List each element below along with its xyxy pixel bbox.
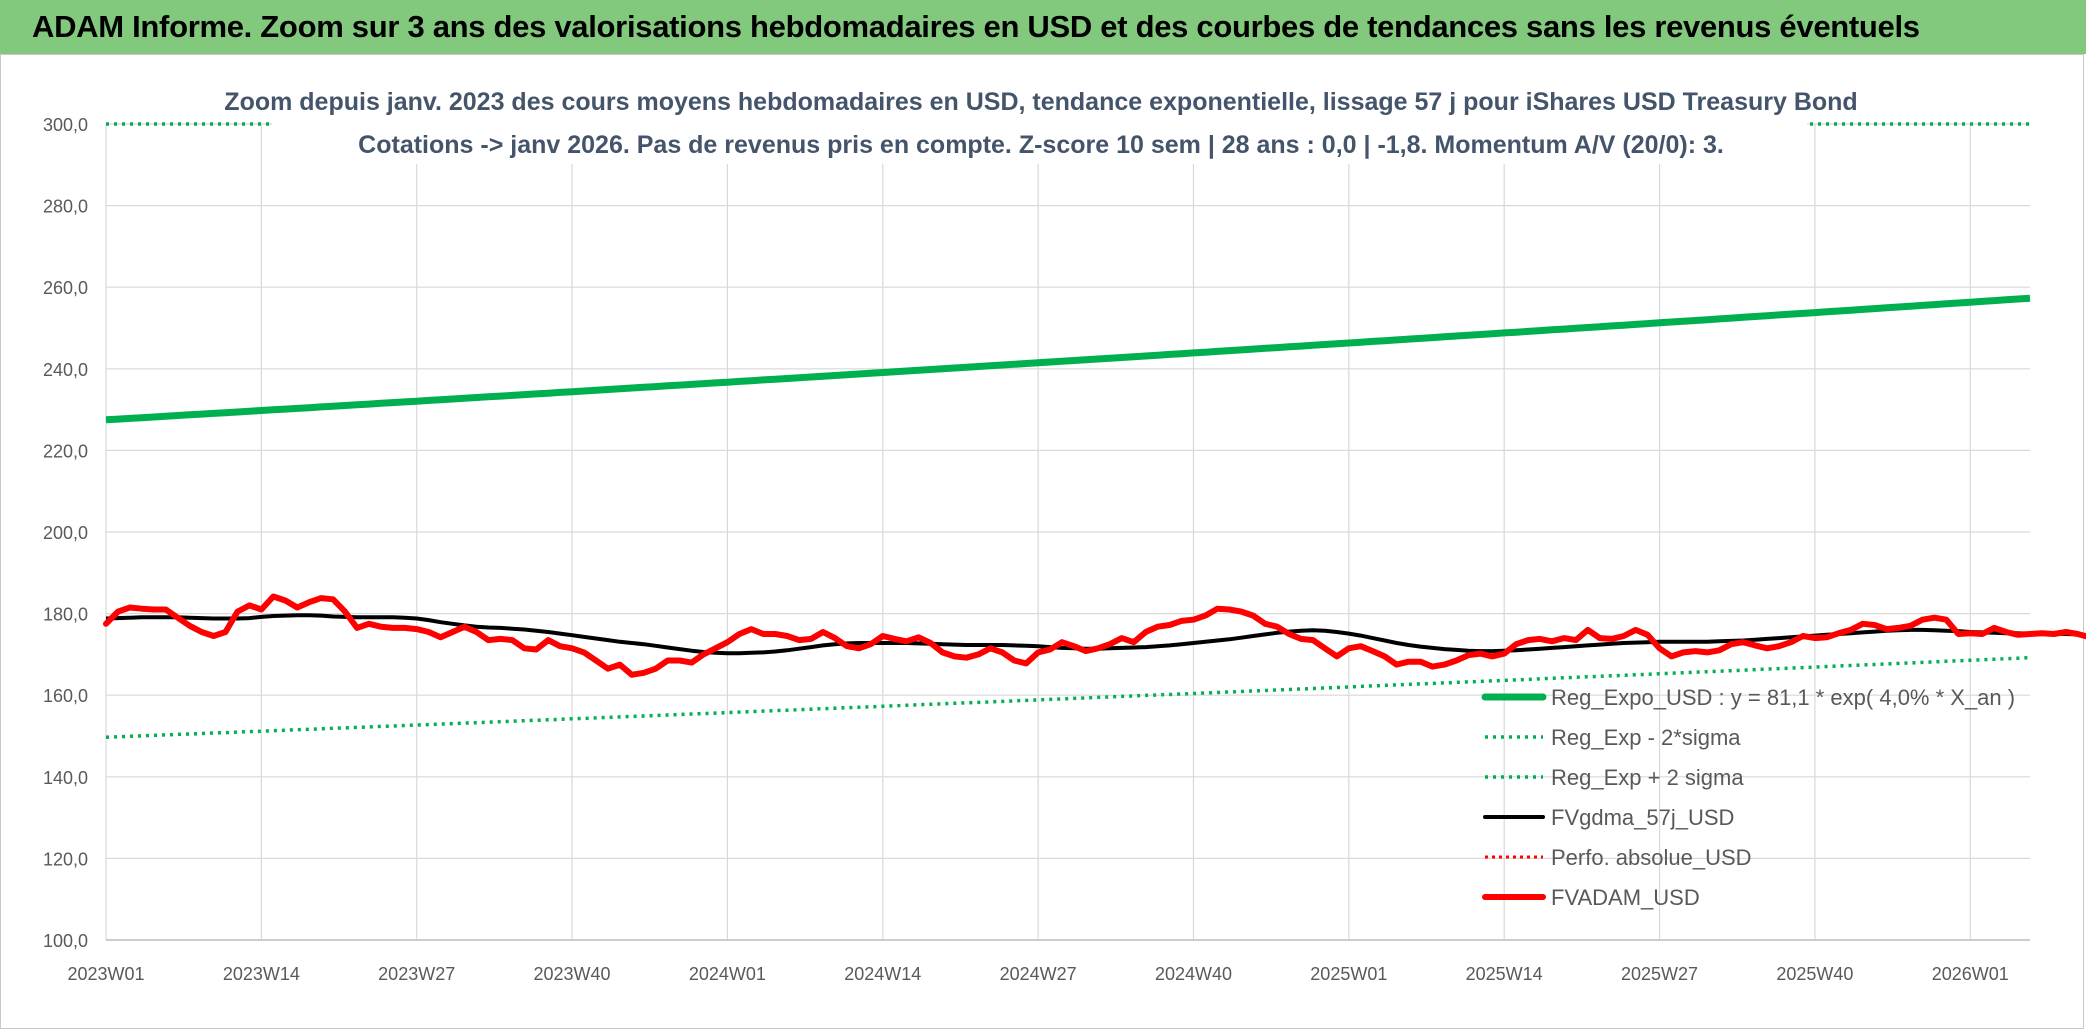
x-tick-label: 2024W40 <box>1155 964 1232 984</box>
x-tick-label: 2025W40 <box>1776 964 1853 984</box>
y-tick-label: 180,0 <box>43 605 88 625</box>
series-reg-expo <box>105 294 2031 424</box>
x-tick-label: 2025W27 <box>1621 964 1698 984</box>
legend-label: Perfo. absolue_USD <box>1551 845 1752 870</box>
gridlines <box>105 123 2030 941</box>
legend-label: Reg_Expo_USD : y = 81,1 * exp( 4,0% * X_… <box>1551 685 2015 710</box>
y-tick-label: 280,0 <box>43 197 88 217</box>
legend-label: FVgdma_57j_USD <box>1551 805 1734 830</box>
y-tick-label: 100,0 <box>43 931 88 951</box>
y-tick-label: 200,0 <box>43 523 88 543</box>
chart-title-background <box>272 78 1807 164</box>
legend: Reg_Expo_USD : y = 81,1 * exp( 4,0% * X_… <box>1481 685 2015 910</box>
chart-subtitle: Cotations -> janv 2026. Pas de revenus p… <box>358 131 1724 159</box>
x-tick-label: 2024W27 <box>1000 964 1077 984</box>
x-tick-label: 2024W01 <box>689 964 766 984</box>
y-tick-label: 240,0 <box>43 360 88 380</box>
chart-title: Zoom depuis janv. 2023 des cours moyens … <box>224 88 1857 116</box>
y-tick-label: 260,0 <box>43 278 88 298</box>
y-tick-label: 120,0 <box>43 849 88 869</box>
series-reg-exp-minus-2sigma <box>105 655 2031 739</box>
report-title: ADAM Informe. Zoom sur 3 ans des valoris… <box>32 9 1920 44</box>
chart-frame <box>0 54 2084 1029</box>
x-tick-label: 2023W14 <box>223 964 300 984</box>
x-tick-label: 2024W14 <box>844 964 921 984</box>
y-tick-label: 140,0 <box>43 768 88 788</box>
y-tick-label: 160,0 <box>43 686 88 706</box>
x-tick-label: 2023W40 <box>534 964 611 984</box>
legend-label: Reg_Exp - 2*sigma <box>1551 725 1741 750</box>
y-axis-tick-labels: 100,0 120,0 140,0 160,0 180,0 200,0 220,0 240,0… <box>43 115 88 951</box>
y-tick-label: 300,0 <box>43 115 88 135</box>
x-tick-label: 2023W01 <box>67 964 144 984</box>
y-tick-label: 220,0 <box>43 441 88 461</box>
legend-label: Reg_Exp + 2 sigma <box>1551 765 1744 790</box>
series-fvadam <box>103 593 2086 678</box>
report-header-banner: ADAM Informe. Zoom sur 3 ans des valoris… <box>0 0 2086 54</box>
series-lines <box>103 122 2086 739</box>
x-axis-tick-labels: 2023W01 2023W14 2023W27 2023W40 2024W01 2024W… <box>67 964 2008 984</box>
x-tick-label: 2025W14 <box>1466 964 1543 984</box>
x-tick-label: 2025W01 <box>1310 964 1387 984</box>
x-tick-label: 2026W01 <box>1932 964 2009 984</box>
x-tick-label: 2023W27 <box>378 964 455 984</box>
legend-label: FVADAM_USD <box>1551 885 1700 910</box>
